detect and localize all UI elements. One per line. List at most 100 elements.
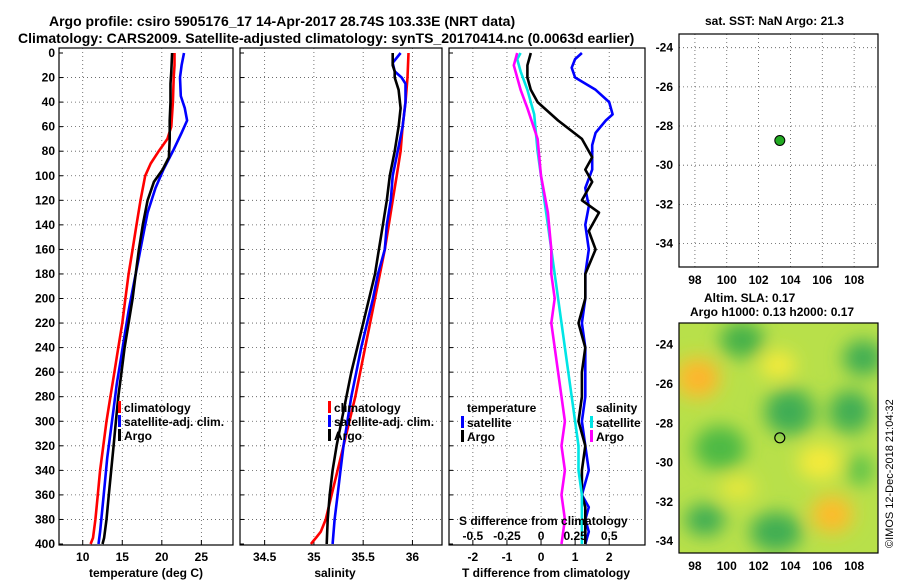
legend-label-argo: Argo <box>334 429 362 443</box>
lat-tick-label: -28 <box>656 119 674 133</box>
difference-panel: -2 -1 0 1 2 -0.5 -0.25 0 0.25 0.5 S difference f… <box>448 47 646 580</box>
sst-map-grid <box>679 34 878 267</box>
sla-map-title-line1: Altim. SLA: 0.17 <box>704 291 796 305</box>
temperature-xlabel: temperature (deg C) <box>89 566 203 580</box>
series-line-climatology <box>309 52 410 545</box>
depth-tick-label: 380 <box>35 512 55 526</box>
x-tick-label: -1 <box>502 550 513 564</box>
legend-title-temperature: temperature <box>467 401 537 415</box>
s-difference-xlabel: S difference from climatology <box>459 514 628 528</box>
salinity-xlabel: salinity <box>314 566 356 580</box>
legend-swatch-s-argo <box>590 430 593 442</box>
sst-map-frame <box>678 33 879 268</box>
series-line-climatology <box>89 53 176 545</box>
lon-tick-label: 106 <box>812 273 832 287</box>
series-line-argo <box>325 53 402 545</box>
legend-label-argo: Argo <box>124 429 152 443</box>
sla-blob <box>679 356 721 400</box>
series-line-satellite-adj-clim- <box>331 52 407 545</box>
x-tick-label: 36 <box>406 550 420 564</box>
temperature-panel: 0 20 40 60 80 100 120 140 160 180 200 220 240 260 280 3… <box>35 46 234 580</box>
sla-anomaly-blobs <box>679 323 878 552</box>
lat-tick-label: -28 <box>656 416 674 430</box>
lat-tick-label: -24 <box>656 41 674 55</box>
sla-blob <box>764 388 816 436</box>
sst-map-panel: sat. SST: NaN Argo: 21.3 -24 -26 -28 -30 -32… <box>656 14 879 287</box>
temperature-grid <box>59 48 233 545</box>
x-tick-label: 15 <box>116 550 130 564</box>
x-tick-label: 0 <box>538 550 545 564</box>
lat-tick-label: -34 <box>656 237 674 251</box>
sla-blob <box>843 340 878 376</box>
figure-title-line1: Argo profile: csiro 5905176_17 14-Apr-20… <box>49 13 515 29</box>
x-tick-label: 35.5 <box>351 550 375 564</box>
depth-tick-label: 120 <box>35 193 55 207</box>
legend-swatch-satellite-adj <box>328 415 331 427</box>
x-tick-label: 1 <box>572 550 579 564</box>
lon-tick-label: 104 <box>780 559 800 573</box>
salinity-tick-labels: 34.5 35 35.5 36 <box>253 550 419 564</box>
lon-tick-label: 102 <box>749 559 769 573</box>
s-difference-tick-label: -0.5 <box>463 529 484 543</box>
lon-tick-label: 106 <box>812 559 832 573</box>
legend-label-satellite-adj: satellite-adj. clim. <box>124 415 224 429</box>
depth-tick-label: 300 <box>35 414 55 428</box>
x-tick-label: 34.5 <box>253 550 277 564</box>
lat-tick-label: -26 <box>656 80 674 94</box>
legend-label-t-argo: Argo <box>467 430 495 444</box>
sst-map-title: sat. SST: NaN Argo: 21.3 <box>705 14 844 28</box>
sla-map-lon-labels: 98 100 102 104 106 108 <box>688 559 864 573</box>
sla-blob <box>846 454 874 486</box>
s-difference-tick-labels: -0.5 -0.25 0 0.25 0.5 <box>463 529 618 543</box>
difference-grid <box>449 48 645 545</box>
imos-watermark: ©IMOS 12-Dec-2018 21:04:32 <box>884 399 896 548</box>
lat-tick-label: -32 <box>656 197 674 211</box>
sla-blob <box>720 323 764 358</box>
argo-location-marker <box>774 432 786 444</box>
depth-tick-label: 360 <box>35 488 55 502</box>
depth-tick-label: 140 <box>35 218 55 232</box>
difference-axes-frame <box>448 47 646 546</box>
s-difference-tick-label: 0.25 <box>563 529 587 543</box>
depth-tick-label: 20 <box>42 71 56 85</box>
lon-tick-label: 108 <box>844 559 864 573</box>
lon-tick-label: 98 <box>688 559 702 573</box>
s-difference-tick-label: 0.5 <box>601 529 618 543</box>
depth-tick-label: 40 <box>42 95 56 109</box>
depth-tick-label: 320 <box>35 439 55 453</box>
sla-blob <box>750 512 802 552</box>
lon-tick-label: 100 <box>717 559 737 573</box>
legend-label-s-argo: Argo <box>596 430 624 444</box>
temperature-legend: climatology satellite-adj. clim. Argo <box>118 401 224 443</box>
depth-tick-label: 200 <box>35 292 55 306</box>
lat-tick-label: -30 <box>656 158 674 172</box>
legend-swatch-t-argo <box>461 430 464 442</box>
depth-tick-labels: 0 20 40 60 80 100 120 140 160 180 200 220 240 260 280 3… <box>35 46 55 551</box>
sla-blob <box>685 504 725 536</box>
x-tick-label: 25 <box>195 550 209 564</box>
sla-map-frame <box>678 322 879 554</box>
series-line-t-satellite <box>570 52 614 545</box>
lon-tick-label: 108 <box>844 273 864 287</box>
legend-title-salinity: salinity <box>596 401 638 415</box>
salinity-axes-frame <box>239 47 443 546</box>
s-difference-tick-label: -0.25 <box>493 529 521 543</box>
depth-tick-label: 340 <box>35 463 55 477</box>
x-tick-label: 20 <box>155 550 169 564</box>
depth-tick-label: 60 <box>42 120 56 134</box>
legend-label-climatology: climatology <box>334 401 401 415</box>
lon-tick-label: 102 <box>749 273 769 287</box>
legend-swatch-satellite-adj <box>118 415 121 427</box>
series-line-t-argo <box>526 52 601 544</box>
sla-blob <box>694 426 746 470</box>
lat-tick-label: -34 <box>656 534 674 548</box>
depth-tick-label: 260 <box>35 365 55 379</box>
sla-heatmap <box>679 323 878 553</box>
legend-swatch-s-satellite <box>590 416 593 428</box>
sst-map-lat-labels: -24 -26 -28 -30 -32 -34 <box>656 41 674 251</box>
s-difference-tick-label: 0 <box>538 529 545 543</box>
legend-swatch-climatology <box>118 401 121 413</box>
difference-legend-temperature: temperature satellite Argo <box>461 401 537 444</box>
difference-legend-salinity: salinity satellite Argo <box>590 401 641 444</box>
